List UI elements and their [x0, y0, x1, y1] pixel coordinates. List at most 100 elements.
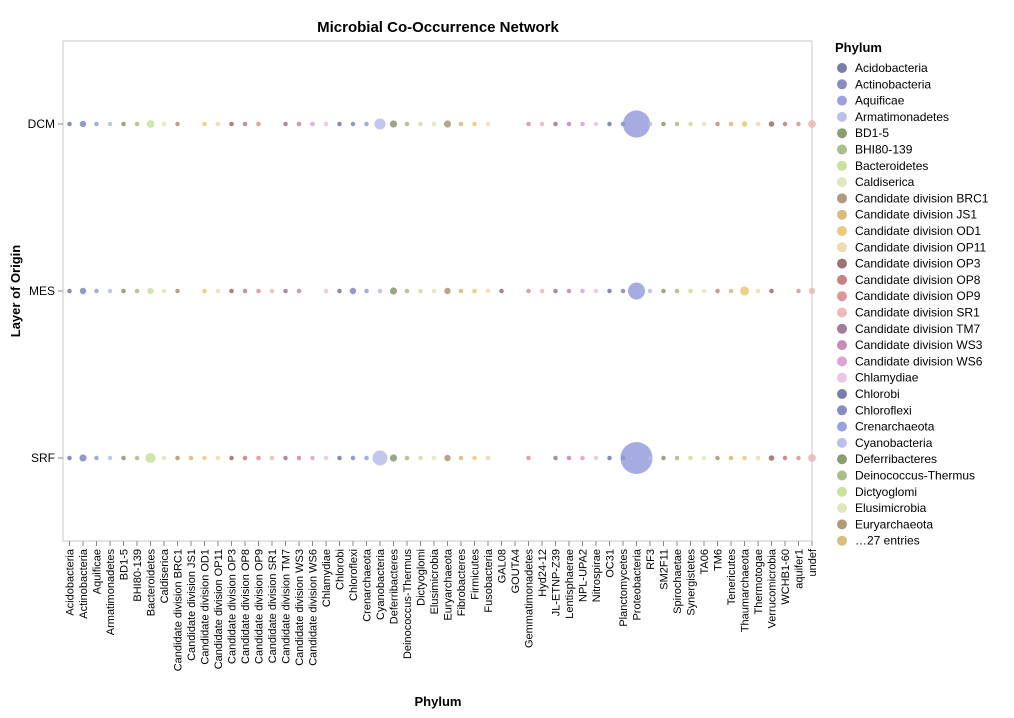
x-tick-label: Candidate division OP11 [213, 549, 225, 669]
x-tick-label: Thermotogae [753, 549, 765, 614]
point-mes-chloroflexi [349, 287, 357, 295]
point-dcm-candidate-division-op11 [215, 121, 221, 127]
legend-label: Euryarchaeota [855, 517, 933, 531]
point-dcm-tm6 [715, 121, 720, 127]
point-dcm-fibrobacteres [458, 121, 464, 127]
x-tick-label: Thaumarchaeota [740, 548, 752, 632]
point-dcm-oc31 [607, 121, 612, 127]
point-srf-spirochaetae [674, 455, 680, 461]
legend-symbol [837, 258, 847, 269]
point-srf-elusimicrobia [431, 455, 437, 461]
x-tick-label: GAL08 [497, 549, 509, 583]
x-tick-label: Fusobacteria [483, 548, 495, 612]
legend-symbol [837, 470, 847, 481]
point-srf-candidate-division-sr1 [269, 455, 275, 461]
x-tick-label: Tenericutes [726, 549, 738, 606]
x-tick-label: aquifer1 [794, 549, 806, 589]
x-tick-label: Gemmatimonadetes [524, 549, 536, 649]
point-mes-candidate-division-op9 [256, 288, 261, 294]
legend-symbol [837, 437, 847, 448]
point-srf-candidate-division-ws3 [296, 455, 302, 461]
x-tick-label: Chloroflexi [348, 549, 360, 601]
point-mes-candidate-division-tm7 [283, 288, 288, 294]
point-mes-euryarchaeota [444, 287, 451, 295]
x-tick-label: Armatimonadetes [105, 549, 117, 636]
point-srf-dictyoglomi [418, 455, 423, 461]
point-srf-candidate-division-ws6 [310, 455, 315, 461]
point-mes-hyd24-12 [539, 288, 545, 294]
legend-label: Candidate division OP3 [855, 257, 981, 271]
point-dcm-candidate-division-ws6 [310, 121, 315, 127]
point-srf-wchb1-60 [782, 455, 788, 461]
legend-symbol [837, 95, 847, 106]
legend-more-label: …27 entries [855, 534, 920, 548]
point-mes-bhi80-139 [134, 288, 140, 294]
legend-label: Candidate division WS3 [855, 338, 983, 352]
point-srf-candidate-division-op8 [242, 455, 248, 461]
point-dcm-hyd24-12 [539, 121, 545, 127]
point-mes-dictyoglomi [418, 288, 423, 294]
point-dcm-acidobacteria [67, 121, 72, 127]
point-dcm-thermotogae [755, 121, 761, 127]
point-dcm-undef [808, 120, 816, 128]
point-mes-deferribacteres [389, 287, 398, 295]
point-mes-tm6 [715, 288, 720, 294]
legend-label: Candidate division TM7 [855, 322, 981, 336]
point-srf-nitrospirae [593, 455, 599, 461]
point-dcm-elusimicrobia [431, 121, 437, 127]
legend-label: Candidate division WS6 [855, 354, 983, 368]
x-tick-label: Spirochaetae [672, 549, 684, 614]
x-tick-label: Dictyoglomi [416, 549, 428, 606]
x-tick-label: BHI80-139 [132, 549, 144, 602]
legend-symbol [837, 160, 847, 171]
point-mes-candidate-division-op11 [215, 288, 221, 294]
x-tick-label: TA06 [699, 549, 711, 574]
point-srf-npl-upa2 [580, 455, 585, 461]
x-tick-label: Candidate division SR1 [267, 549, 279, 663]
x-tick-label: Candidate division OP9 [254, 549, 266, 664]
legend-label: BHI80-139 [855, 143, 913, 157]
point-srf-jl-etnp-z39 [553, 455, 558, 461]
point-dcm-proteobacteria [622, 110, 651, 138]
point-srf-undef [808, 454, 816, 462]
point-dcm-bhi80-139 [134, 121, 140, 127]
point-dcm-aquifer1 [796, 121, 801, 127]
x-tick-label: Candidate division OD1 [200, 549, 212, 665]
x-tick-label: Fibrobacteres [456, 549, 468, 617]
point-srf-thermotogae [755, 455, 761, 461]
point-dcm-npl-upa2 [580, 121, 585, 127]
legend-label: Dictyoglomi [855, 485, 917, 499]
legend-symbol [837, 291, 847, 302]
x-tick-label: Candidate division BRC1 [173, 549, 185, 671]
x-tick-label: SM2F11 [659, 549, 671, 590]
point-srf-bacteroidetes [145, 452, 156, 464]
point-dcm-chlorobi [337, 121, 342, 127]
legend-label: Cyanobacteria [855, 436, 933, 450]
y-tick-label: SRF [31, 451, 55, 465]
point-dcm-rf3 [647, 121, 653, 127]
x-tick-label: Synergistetes [686, 549, 698, 616]
legend-symbol [837, 356, 847, 367]
legend-label: Deferribacteres [855, 452, 937, 466]
point-dcm-tenericutes [728, 121, 734, 127]
legend-symbol [837, 486, 847, 497]
point-mes-aquificae [94, 288, 99, 294]
x-tick-label: WCHB1-60 [780, 549, 792, 605]
x-tick-label: Acidobacteria [65, 548, 77, 616]
point-srf-rf3 [647, 455, 653, 461]
point-mes-spirochaetae [674, 288, 680, 294]
legend-symbol [837, 177, 847, 188]
x-tick-label: Candidate division WS6 [308, 549, 320, 666]
legend-label: Deinococcus-Thermus [855, 469, 975, 483]
point-dcm-ta06 [701, 121, 707, 127]
legend-symbol [837, 274, 847, 285]
point-dcm-candidate-division-op9 [256, 121, 261, 127]
legend-symbol [837, 421, 847, 432]
legend-symbol [837, 209, 847, 220]
point-dcm-deferribacteres [389, 120, 398, 128]
legend-symbol [837, 389, 847, 399]
point-mes-tenericutes [728, 288, 734, 294]
point-srf-firmicutes [472, 455, 477, 461]
legend: Phylum Acidobacteria Actinobacteria Aquifi… [835, 40, 989, 548]
point-mes-firmicutes [472, 288, 477, 294]
